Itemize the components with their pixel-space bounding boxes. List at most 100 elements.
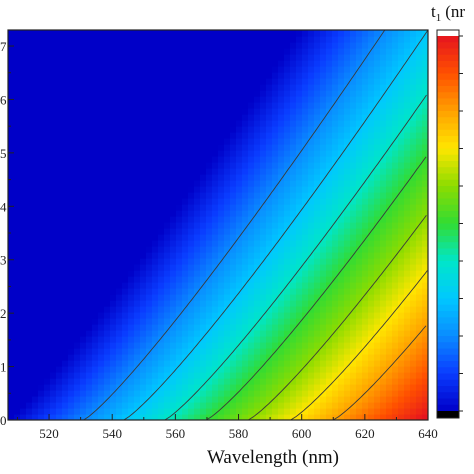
heatmap-cell [200,108,207,115]
heatmap-cell [248,192,255,199]
heatmap-cell [266,378,273,385]
heatmap-cell [236,204,243,211]
heatmap-cell [44,174,51,181]
heatmap-cell [296,198,303,205]
heatmap-cell [398,174,405,181]
heatmap-cell [80,210,87,217]
heatmap-cell [290,402,297,409]
colorbar-segment [437,36,459,43]
heatmap-cell [80,36,87,43]
heatmap-cell [56,252,63,259]
heatmap-cell [224,300,231,307]
heatmap-cell [44,234,51,241]
heatmap-cell [356,348,363,355]
heatmap-cell [122,90,129,97]
heatmap-cell [350,222,357,229]
heatmap-cell [374,42,381,49]
heatmap-cell [188,324,195,331]
heatmap-cell [38,276,45,283]
heatmap-cell [158,78,165,85]
heatmap-cell [170,66,177,73]
heatmap-cell [380,402,387,409]
heatmap-cell [32,54,39,61]
heatmap-cell [398,204,405,211]
heatmap-cell [278,240,285,247]
heatmap-cell [134,258,141,265]
heatmap-cell [212,234,219,241]
heatmap-cell [80,234,87,241]
heatmap-cell [416,126,423,133]
heatmap-cell [104,162,111,169]
heatmap-cell [218,330,225,337]
heatmap-cell [248,372,255,379]
heatmap-cell [236,168,243,175]
heatmap-cell [104,306,111,313]
heatmap-cell [20,306,27,313]
heatmap-cell [194,216,201,223]
heatmap-cell [386,198,393,205]
heatmap-cell [230,300,237,307]
heatmap-cell [140,96,147,103]
heatmap-cell [416,144,423,151]
heatmap-cell [230,174,237,181]
heatmap-cell [332,162,339,169]
heatmap-cell [14,372,21,379]
heatmap-cell [206,246,213,253]
heatmap-cell [368,186,375,193]
heatmap-cell [332,384,339,391]
heatmap-cell [248,222,255,229]
heatmap-cell [272,186,279,193]
heatmap-cell [380,264,387,271]
heatmap-cell [284,54,291,61]
heatmap-cell [188,126,195,133]
heatmap-cell [272,372,279,379]
colorbar-segment [437,229,459,237]
heatmap-cell [8,234,15,241]
heatmap-cell [104,72,111,79]
heatmap-cell [164,264,171,271]
heatmap-cell [398,282,405,289]
heatmap-cell [134,396,141,403]
heatmap-cell [92,222,99,229]
heatmap-cell [152,258,159,265]
heatmap-cell [326,114,333,121]
colorbar-segment [437,211,459,218]
heatmap-cell [254,228,261,235]
heatmap-cell [74,132,81,139]
heatmap-cell [50,108,57,115]
heatmap-cell [242,192,249,199]
heatmap-cell [110,246,117,253]
heatmap-cell [362,408,369,415]
heatmap-cell [224,288,231,295]
heatmap-cell [254,342,261,349]
heatmap-cell [104,216,111,223]
heatmap-cell [416,234,423,241]
heatmap-cell [194,366,201,373]
heatmap-cell [362,324,369,331]
heatmap-cell [38,42,45,49]
heatmap-cell [326,378,333,385]
heatmap-cell [176,36,183,43]
heatmap-cell [392,162,399,169]
heatmap-cell [86,84,93,91]
heatmap-cell [380,240,387,247]
heatmap-cell [182,192,189,199]
heatmap-cell [44,90,51,97]
heatmap-cell [254,312,261,319]
heatmap-cell [194,72,201,79]
heatmap-cell [80,174,87,181]
heatmap-cell [152,138,159,145]
heatmap-cell [368,396,375,403]
heatmap-cell [422,84,428,91]
heatmap-cell [350,174,357,181]
heatmap-cell [74,324,81,331]
heatmap-cell [302,348,309,355]
heatmap-cell [362,42,369,49]
heatmap-cell [14,228,21,235]
heatmap-cell [320,354,327,361]
heatmap-cell [194,84,201,91]
heatmap-cell [212,318,219,325]
heatmap-cell [194,372,201,379]
heatmap-cell [380,330,387,337]
heatmap-cell [284,360,291,367]
